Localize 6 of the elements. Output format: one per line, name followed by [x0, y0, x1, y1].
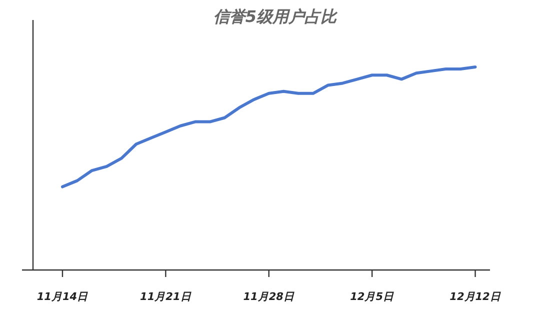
x-tick-label: 11月14日	[36, 291, 88, 303]
x-tick-label: 12月12日	[450, 291, 501, 303]
x-tick-label: 11月21日	[140, 291, 192, 303]
chart-title: 信誉5级用户占比	[213, 7, 339, 26]
x-tick-label: 11月28日	[243, 291, 294, 303]
x-tick-label: 12月5日	[350, 291, 394, 303]
